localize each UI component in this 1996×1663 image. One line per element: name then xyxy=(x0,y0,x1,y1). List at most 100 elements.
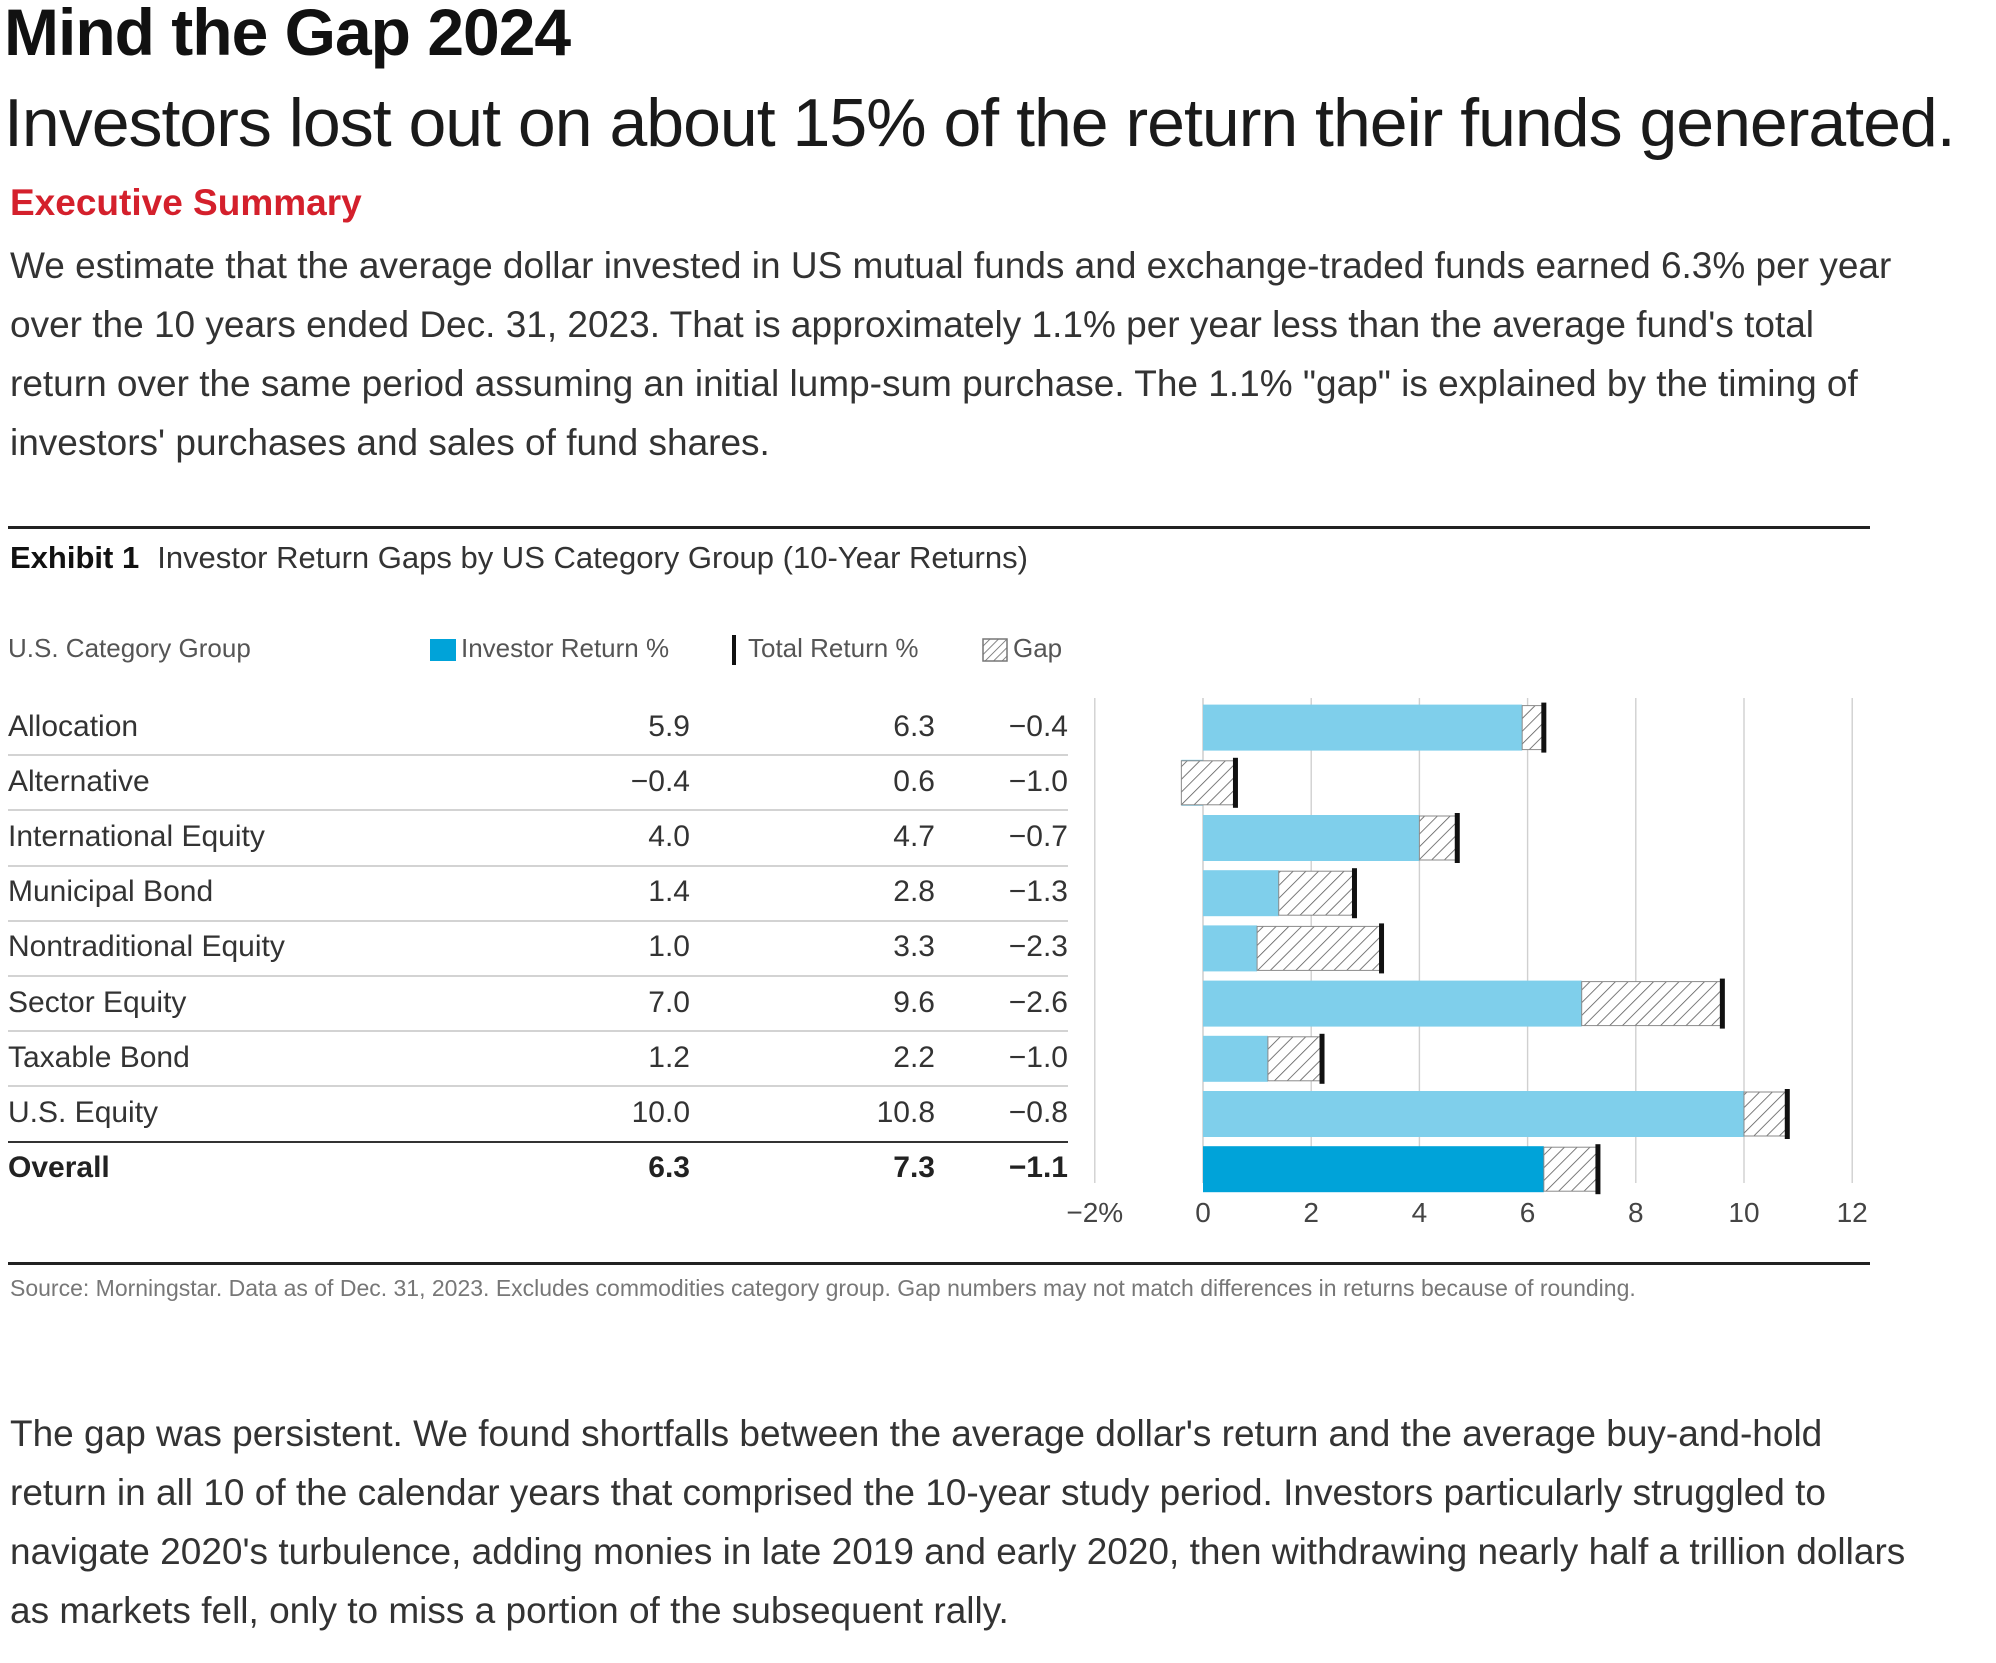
total-return-marker xyxy=(1319,1033,1325,1084)
exhibit-caption: Investor Return Gaps by US Category Grou… xyxy=(157,540,1028,575)
total-return-value-nontraditional-equity: 3.3 xyxy=(893,930,935,964)
x-tick-label: 0 xyxy=(1195,1197,1211,1228)
header-total-return: Total Return % xyxy=(732,633,919,666)
investor-return-bar xyxy=(1203,815,1420,861)
total-return-value-international-equity: 4.7 xyxy=(893,820,935,853)
header-category: U.S. Category Group xyxy=(8,633,251,663)
category-label-international-equity: International Equity xyxy=(8,820,265,853)
gap-value-international-equity: −0.7 xyxy=(1008,820,1068,853)
legend-investor-label: Investor Return % xyxy=(461,633,670,663)
category-label-overall: Overall xyxy=(8,1151,110,1185)
header-gap: Gap xyxy=(982,633,1062,664)
total-return-value-allocation: 6.3 xyxy=(893,709,935,743)
row-divider xyxy=(8,754,1068,757)
gap-value-alternative: −1.0 xyxy=(1008,764,1068,798)
row-divider xyxy=(8,1085,1068,1088)
investor-return-bar xyxy=(1203,1146,1544,1193)
row-divider xyxy=(8,1140,1068,1143)
total-return-marker xyxy=(1595,1144,1601,1195)
page-subtitle: Investors lost out on about 15% of the r… xyxy=(4,85,1956,161)
executive-summary-heading: Executive Summary xyxy=(10,182,362,223)
x-tick-label: 12 xyxy=(1837,1197,1868,1228)
investor-return-bar xyxy=(1203,925,1258,972)
gap-hatch-bar xyxy=(1543,1146,1599,1192)
total-return-value-sector-equity: 9.6 xyxy=(893,985,935,1019)
investor-return-value-municipal-bond: 1.4 xyxy=(648,875,690,909)
gap-hatch-bar xyxy=(1521,705,1545,751)
category-label-nontraditional-equity: Nontraditional Equity xyxy=(8,930,285,964)
source-note: Source: Morningstar. Data as of Dec. 31,… xyxy=(10,1275,1636,1301)
investor-return-bar xyxy=(1203,704,1523,751)
exhibit-top-rule xyxy=(8,526,1870,529)
investor-return-value-sector-equity: 7.0 xyxy=(648,985,690,1019)
total-return-marker xyxy=(1719,978,1725,1029)
gap-value-sector-equity: −2.6 xyxy=(1008,985,1068,1019)
total-return-marker xyxy=(1232,757,1238,808)
x-tick-label: 10 xyxy=(1728,1197,1759,1228)
gap-hatch-bar xyxy=(1256,925,1383,971)
executive-summary-text: We estimate that the average dollar inve… xyxy=(10,245,1892,463)
gap-value-overall: −1.1 xyxy=(1008,1151,1068,1185)
row-divider xyxy=(8,1030,1068,1033)
x-tick-label: −2% xyxy=(1066,1197,1123,1228)
legend-gap-swatch xyxy=(982,638,1008,662)
legend-gap-label: Gap xyxy=(1013,633,1063,663)
total-return-marker xyxy=(1351,868,1357,919)
x-tick-label: 2 xyxy=(1303,1197,1319,1228)
header-investor-return: Investor Return % xyxy=(430,633,669,664)
category-label-sector-equity: Sector Equity xyxy=(8,985,187,1019)
total-return-value-alternative: 0.6 xyxy=(893,764,935,798)
legend-total-label: Total Return % xyxy=(748,633,919,663)
row-divider xyxy=(8,919,1068,922)
row-divider xyxy=(8,809,1068,812)
gap-value-allocation: −0.4 xyxy=(1008,709,1068,743)
row-divider xyxy=(8,975,1068,977)
x-tick-label: 8 xyxy=(1628,1197,1644,1228)
investor-return-bar xyxy=(1203,1035,1268,1082)
investor-return-value-nontraditional-equity: 1.0 xyxy=(648,930,690,964)
gap-value-u-s-equity: −0.8 xyxy=(1008,1096,1068,1129)
x-tick-label: 6 xyxy=(1520,1197,1536,1228)
gap-hatch-bar xyxy=(1180,760,1236,806)
gap-value-nontraditional-equity: −2.3 xyxy=(1008,930,1068,964)
exhibit-label: Exhibit 1 xyxy=(10,540,140,575)
category-label-municipal-bond: Municipal Bond xyxy=(8,875,214,909)
investor-return-bar xyxy=(1203,980,1582,1027)
category-label-taxable-bond: Taxable Bond xyxy=(8,1040,190,1074)
gap-hatch-bar xyxy=(1743,1091,1788,1137)
category-label-allocation: Allocation xyxy=(8,709,139,743)
total-return-value-overall: 7.3 xyxy=(893,1151,935,1185)
investor-return-value-taxable-bond: 1.2 xyxy=(648,1040,690,1074)
gap-hatch-bar xyxy=(1581,981,1723,1027)
row-divider xyxy=(8,864,1068,867)
investor-return-bar xyxy=(1203,870,1279,917)
total-return-marker xyxy=(1541,702,1547,753)
gap-hatch-bar xyxy=(1278,870,1355,916)
investor-return-value-alternative: −0.4 xyxy=(630,764,690,798)
exhibit-bottom-rule xyxy=(8,1262,1870,1265)
investor-return-bar xyxy=(1203,1091,1744,1137)
gap-value-municipal-bond: −1.3 xyxy=(1008,875,1068,909)
investor-return-value-overall: 6.3 xyxy=(648,1151,690,1185)
exhibit-title: Exhibit 1 Investor Return Gaps by US Cate… xyxy=(10,540,1028,576)
page-title: Mind the Gap 2024 xyxy=(4,0,571,69)
total-return-marker xyxy=(1784,1089,1790,1139)
investor-return-value-allocation: 5.9 xyxy=(648,709,690,743)
x-tick-label: 4 xyxy=(1412,1197,1428,1228)
total-return-marker xyxy=(1454,813,1460,863)
legend-investor-swatch xyxy=(430,639,456,662)
investor-return-value-international-equity: 4.0 xyxy=(648,820,690,853)
category-label-alternative: Alternative xyxy=(8,764,150,798)
total-return-value-municipal-bond: 2.8 xyxy=(893,875,935,909)
total-return-value-u-s-equity: 10.8 xyxy=(876,1096,935,1129)
body-text: The gap was persistent. We found shortfa… xyxy=(10,1413,1906,1631)
gap-value-taxable-bond: −1.0 xyxy=(1008,1040,1068,1074)
investor-return-value-u-s-equity: 10.0 xyxy=(631,1096,690,1129)
gap-hatch-bar xyxy=(1418,815,1458,861)
total-return-value-taxable-bond: 2.2 xyxy=(893,1040,935,1074)
gap-hatch-bar xyxy=(1267,1036,1323,1082)
category-label-u-s-equity: U.S. Equity xyxy=(8,1096,159,1129)
total-return-marker xyxy=(1379,923,1385,974)
legend-total-marker xyxy=(732,635,736,666)
